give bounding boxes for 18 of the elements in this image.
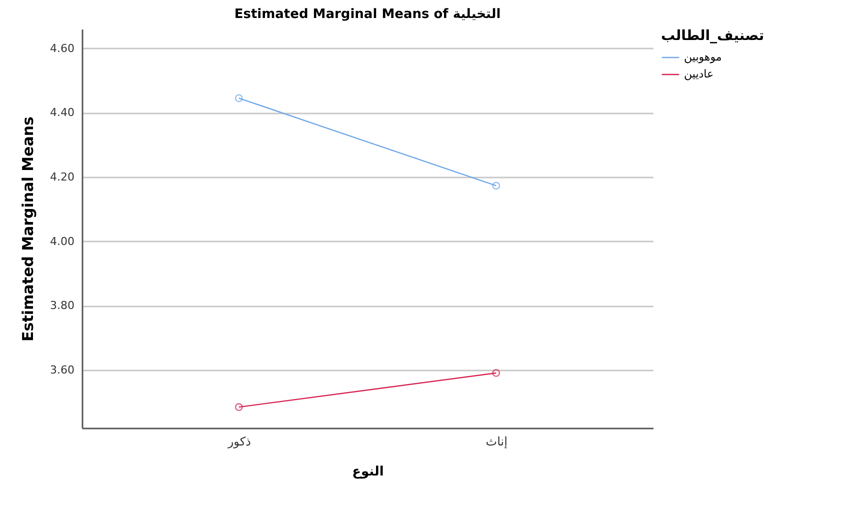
y-tick-label: 4.60 bbox=[50, 42, 74, 55]
y-tick-label: 3.80 bbox=[50, 299, 74, 312]
y-tick-label: 4.40 bbox=[50, 106, 74, 120]
point bbox=[234, 403, 243, 412]
y-tick-label: 4.00 bbox=[50, 234, 74, 248]
chart-title: Estimated Marginal Means of التخيلية bbox=[234, 7, 501, 22]
point bbox=[492, 369, 500, 377]
legend-label: عاديين bbox=[684, 68, 714, 80]
legend-title: تصنيف_الطالب bbox=[661, 28, 764, 44]
y-axis-title: Estimated Marginal Means bbox=[19, 116, 38, 342]
x-tick-label: ذكور bbox=[226, 434, 251, 448]
legend-label: موهوبين bbox=[684, 50, 722, 64]
y-tick-label: 4.20 bbox=[50, 170, 74, 184]
x-tick-label: إناث bbox=[486, 434, 508, 448]
y-tick-label: 3.60 bbox=[50, 364, 74, 377]
point bbox=[492, 182, 500, 190]
point bbox=[234, 94, 243, 102]
x-axis-title: النوع bbox=[352, 464, 384, 480]
